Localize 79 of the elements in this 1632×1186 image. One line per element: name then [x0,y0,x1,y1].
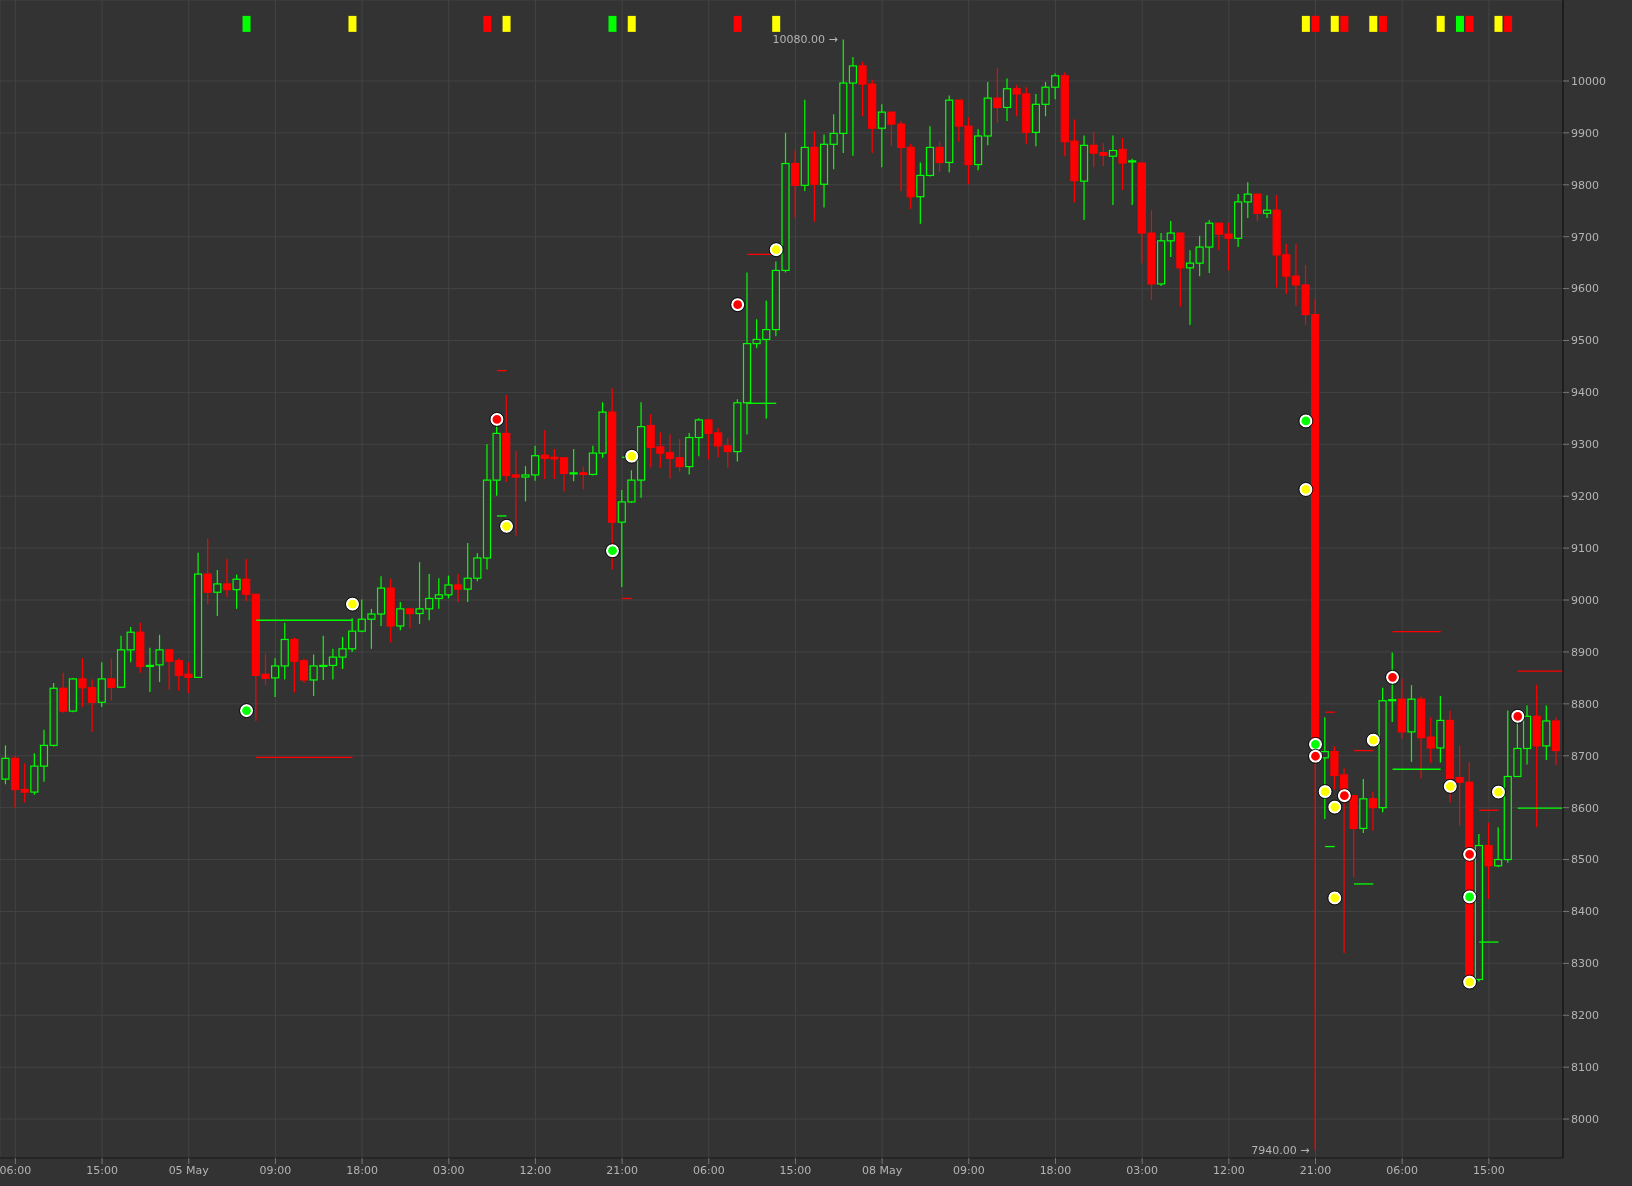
candlestick [1253,193,1262,222]
candlestick [20,762,29,804]
candlestick [1368,790,1378,832]
candlestick [791,149,800,219]
candlestick [848,56,858,157]
annotation: 10080.00 → [772,33,838,47]
candlestick [126,626,135,663]
y-tick-label: 10000 [1571,74,1606,88]
y-tick-label: 8000 [1571,1112,1599,1126]
y-tick-label: 9800 [1571,178,1599,192]
x-tick-label: 12:00 [1212,1163,1245,1177]
x-tick-label: 08 May [862,1163,903,1177]
y-tick-label: 8400 [1571,905,1599,919]
candlestick [916,161,925,225]
y-tick-label: 9700 [1571,230,1599,244]
candlestick [993,67,1002,124]
y-tick-label: 9100 [1571,542,1599,556]
y-tick-label: 8800 [1571,697,1599,711]
candlestick [1108,134,1118,206]
y-tick-label: 9600 [1571,282,1599,296]
candlestick [1166,220,1175,258]
candlestick [1484,822,1493,900]
y-tick-label: 9400 [1571,386,1599,400]
candlestick [1118,137,1127,191]
candlestick [1128,158,1137,206]
candlestick [877,103,886,168]
candlestick [213,569,222,617]
y-tick-label: 8200 [1571,1009,1599,1023]
candlestick [97,661,106,708]
y-tick-label: 8600 [1571,801,1599,815]
x-tick-label: 06:00 [692,1163,725,1177]
x-tick-label: 05 May [168,1163,210,1177]
candlestick [203,537,212,605]
candlestick [569,448,578,482]
y-tick-label: 8300 [1571,957,1599,971]
x-tick-label: 18:00 [346,1163,378,1177]
candlestick [1426,716,1435,764]
x-tick-label: 06:00 [0,1163,32,1177]
x-tick-label: 15:00 [86,1163,118,1177]
y-tick-label: 9200 [1571,490,1599,504]
x-tick-label: 15:00 [1472,1163,1505,1177]
x-tick-label: 03:00 [1126,1163,1159,1177]
y-tick-label: 9900 [1571,126,1599,140]
y-tick-label: 8900 [1571,645,1599,659]
candlestick [1494,826,1503,868]
candlestick [453,573,463,603]
x-tick-label: 09:00 [952,1163,985,1177]
candlestick [222,558,232,598]
candlestick [1243,181,1252,219]
candlestick [396,601,405,631]
x-tick-label: 09:00 [259,1163,292,1177]
x-tick-label: 21:00 [606,1163,638,1177]
x-tick-label: 03:00 [432,1163,465,1177]
y-tick-label: 8100 [1571,1061,1599,1075]
candlestick [1262,194,1272,219]
y-tick-label: 8500 [1571,853,1599,867]
annotation: 7940.00 → [1251,1144,1310,1158]
candlestick [694,417,703,457]
candlestick [935,140,944,173]
candlestick [271,657,280,698]
candlestick [107,658,116,702]
candlestick [232,573,241,610]
candlestick [1002,77,1012,122]
candlestick [165,648,174,691]
y-tick-label: 9500 [1571,334,1599,348]
candlestick [723,437,732,469]
x-tick-label: 18:00 [1039,1163,1072,1177]
x-tick-label: 15:00 [779,1163,812,1177]
y-tick-label: 9000 [1571,593,1599,607]
x-tick-label: 06:00 [1386,1163,1419,1177]
x-tick-label: 12:00 [519,1163,552,1177]
candlestick [405,608,415,630]
candlestick [59,672,68,714]
candlestick [242,558,251,602]
y-tick-label: 8700 [1571,749,1599,763]
x-tick-label: 21:00 [1299,1163,1332,1177]
candlestick [511,450,520,537]
y-tick-label: 9300 [1571,438,1599,452]
candlestick [579,466,588,491]
